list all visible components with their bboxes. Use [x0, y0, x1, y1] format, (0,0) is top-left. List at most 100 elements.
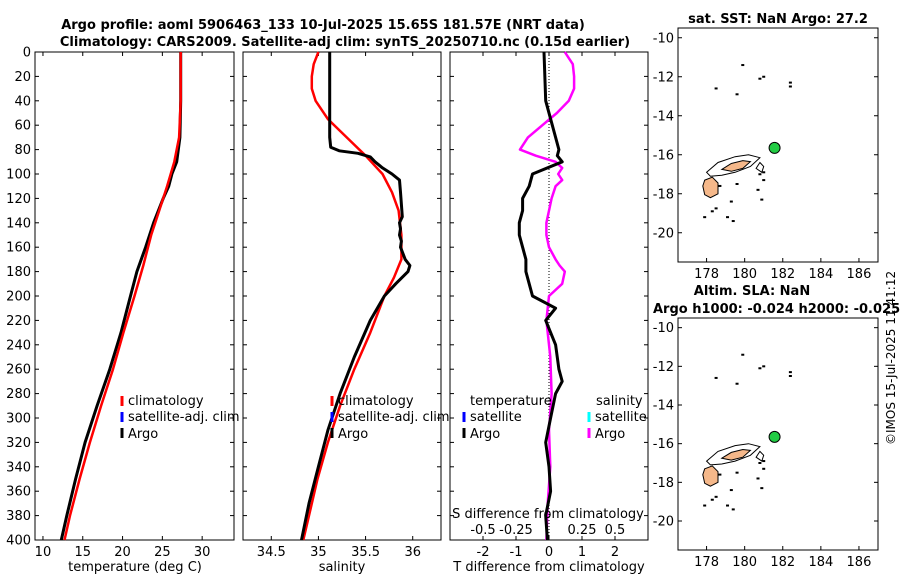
depth-tick-label: 80: [14, 143, 31, 158]
lon-tick-label: 182: [770, 267, 795, 282]
x-tick-label: 35.5: [351, 545, 380, 560]
legend-label-satellite: satellite-adj. clim: [128, 410, 240, 425]
depth-tick-label: 220: [6, 314, 31, 329]
depth-tick-label: 340: [6, 460, 31, 475]
argo-salinity-line: [300, 52, 412, 541]
lat-tick-label: -14: [653, 109, 674, 124]
small-island: [758, 367, 762, 370]
depth-tick-label: 160: [6, 241, 31, 256]
reef-outline: [705, 443, 761, 466]
x-tick-label: 34.5: [257, 545, 286, 560]
difference-series: [517, 51, 576, 541]
depth-tick-label: 60: [14, 119, 31, 134]
small-island: [729, 200, 733, 203]
x-tick-label: 15: [74, 545, 91, 560]
x-tick-label: 1: [578, 545, 586, 560]
figure-title-line2: Climatology: CARS2009. Satellite-adj cli…: [60, 35, 630, 50]
small-island: [726, 504, 730, 507]
depth-tick-label: 100: [6, 168, 31, 183]
x-tick-label: 20: [114, 545, 131, 560]
small-island: [760, 198, 764, 201]
depth-tick-label: 40: [14, 94, 31, 109]
x-tick-label: 36: [404, 545, 421, 560]
x-tick-label: 10: [35, 545, 52, 560]
s-difference-tick-label: -0.5: [470, 523, 495, 538]
small-island: [762, 467, 766, 470]
difference-xlabel: T difference from climatology: [452, 560, 645, 575]
small-island: [729, 489, 733, 492]
lat-tick-label: -18: [653, 187, 674, 202]
depth-tick-label: 140: [6, 216, 31, 231]
lon-tick-label: 178: [694, 267, 719, 282]
island-viti-levu: [702, 176, 719, 199]
legend-label-s-argo: Argo: [595, 427, 625, 442]
small-island: [710, 210, 714, 213]
legend-label-satellite: satellite-adj. clim: [338, 410, 450, 425]
island-viti-levu: [702, 465, 719, 487]
depth-tick-label: 360: [6, 485, 31, 500]
island-vanua-levu: [720, 448, 752, 461]
lat-tick-label: -10: [653, 31, 674, 46]
argo-float-marker: [768, 141, 781, 154]
argo-temperature-line: [59, 52, 183, 541]
depth-tick-label: 20: [14, 70, 31, 85]
lon-tick-label: 186: [847, 267, 872, 282]
small-island: [714, 495, 718, 498]
small-island: [718, 184, 722, 187]
small-island: [756, 477, 760, 480]
temperature-series: [59, 52, 183, 541]
depth-tick-label: 300: [6, 412, 31, 427]
s-difference-label: S difference from climatology: [452, 507, 644, 522]
lon-tick-label: 184: [808, 555, 833, 570]
lon-tick-label: 184: [808, 267, 833, 282]
small-island: [762, 460, 766, 463]
small-island: [710, 498, 714, 501]
legend-header-salinity: salinity: [596, 394, 643, 409]
legend-header-temperature: temperature: [470, 394, 552, 409]
lon-tick-label: 186: [847, 555, 872, 570]
lat-tick-label: -20: [653, 226, 674, 241]
small-island: [741, 64, 745, 67]
lat-tick-label: -12: [653, 360, 674, 375]
argo-salinity-difference-line: [518, 51, 576, 541]
lon-tick-label: 178: [694, 555, 719, 570]
depth-tick-label: 200: [6, 290, 31, 305]
depth-tick-label: 380: [6, 509, 31, 524]
small-island: [762, 365, 766, 368]
small-island: [758, 462, 762, 464]
depth-tick-label: 240: [6, 338, 31, 353]
lon-tick-label: 180: [732, 267, 757, 282]
temperature-legend: climatology satellite-adj. clim Argo: [120, 394, 240, 442]
x-tick-label: -2: [477, 545, 490, 560]
x-tick-label: 0: [545, 545, 553, 560]
sla-map-subtitle: Argo h1000: -0.024 h2000: -0.025: [653, 302, 900, 317]
small-island: [735, 183, 739, 185]
small-island: [758, 173, 762, 176]
argo-temperature-difference-line: [517, 51, 564, 541]
small-island: [762, 75, 766, 78]
temperature-panel: 0 20 40 60 80 100 120 140 160 180 200 220 240 260 280 3…: [6, 46, 239, 576]
temperature-xlabel: temperature (deg C): [68, 560, 202, 575]
lat-tick-label: -14: [653, 399, 674, 414]
difference-depth-ticks: [450, 51, 648, 541]
small-island: [718, 473, 722, 476]
depth-tick-label: 180: [6, 265, 31, 280]
x-tick-label: 35: [310, 545, 327, 560]
difference-legend: temperature salinity satellite Argo sate…: [462, 394, 647, 442]
s-difference-tick-label: 0.25: [568, 523, 597, 538]
depth-tick-label: 260: [6, 363, 31, 378]
small-island: [714, 376, 718, 379]
argo-float-marker: [768, 430, 781, 443]
small-island: [788, 375, 792, 377]
x-tick-label: -1: [510, 545, 523, 560]
x-tick-label: 2: [611, 545, 619, 560]
small-island: [735, 93, 739, 96]
small-island: [758, 77, 762, 80]
depth-axis-ticks: 0 20 40 60 80 100 120 140 160 180 200 220 240 260 280 3…: [6, 46, 234, 549]
island-outline-east: [755, 450, 765, 462]
small-island: [726, 216, 730, 219]
small-island: [703, 504, 707, 507]
legend-label-t-satellite: satellite: [470, 410, 522, 425]
salinity-legend: climatology satellite-adj. clim Argo: [330, 394, 450, 442]
small-island: [760, 487, 764, 490]
